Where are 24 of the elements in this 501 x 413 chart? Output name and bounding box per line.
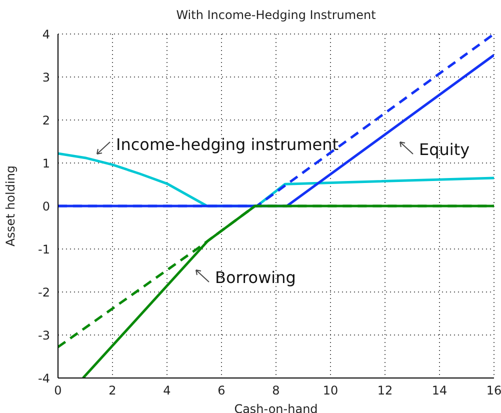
x-tick-label: 2 [108, 384, 116, 398]
y-tick-label: -1 [38, 242, 50, 256]
y-tick-label: 2 [42, 113, 50, 128]
x-tick-label: 10 [322, 384, 338, 398]
x-tick-label: 12 [377, 384, 393, 398]
annotation: Borrowing [215, 268, 296, 287]
x-tick-label: 0 [54, 384, 62, 398]
annotation: Equity [419, 140, 470, 159]
y-axis-title: Asset holding [3, 165, 18, 247]
x-tick-label: 14 [432, 384, 448, 398]
x-tick-label: 16 [486, 384, 501, 398]
y-tick-label: 0 [42, 199, 50, 214]
x-tick-label: 4 [163, 384, 171, 398]
x-tick-label: 6 [218, 384, 226, 398]
y-tick-label: 3 [42, 70, 50, 84]
x-tick-label: 8 [272, 384, 280, 398]
y-tick-label: -3 [38, 328, 50, 342]
y-tick-label: -4 [38, 371, 50, 386]
chart-title: With Income-Hedging Instrument [175, 8, 377, 22]
x-axis-title: Cash-on-hand [234, 402, 318, 413]
annotation: Income-hedging instrument [116, 135, 339, 154]
y-tick-label: -2 [38, 285, 50, 300]
y-tick-label: 1 [42, 156, 50, 170]
y-tick-label: 4 [42, 27, 50, 42]
